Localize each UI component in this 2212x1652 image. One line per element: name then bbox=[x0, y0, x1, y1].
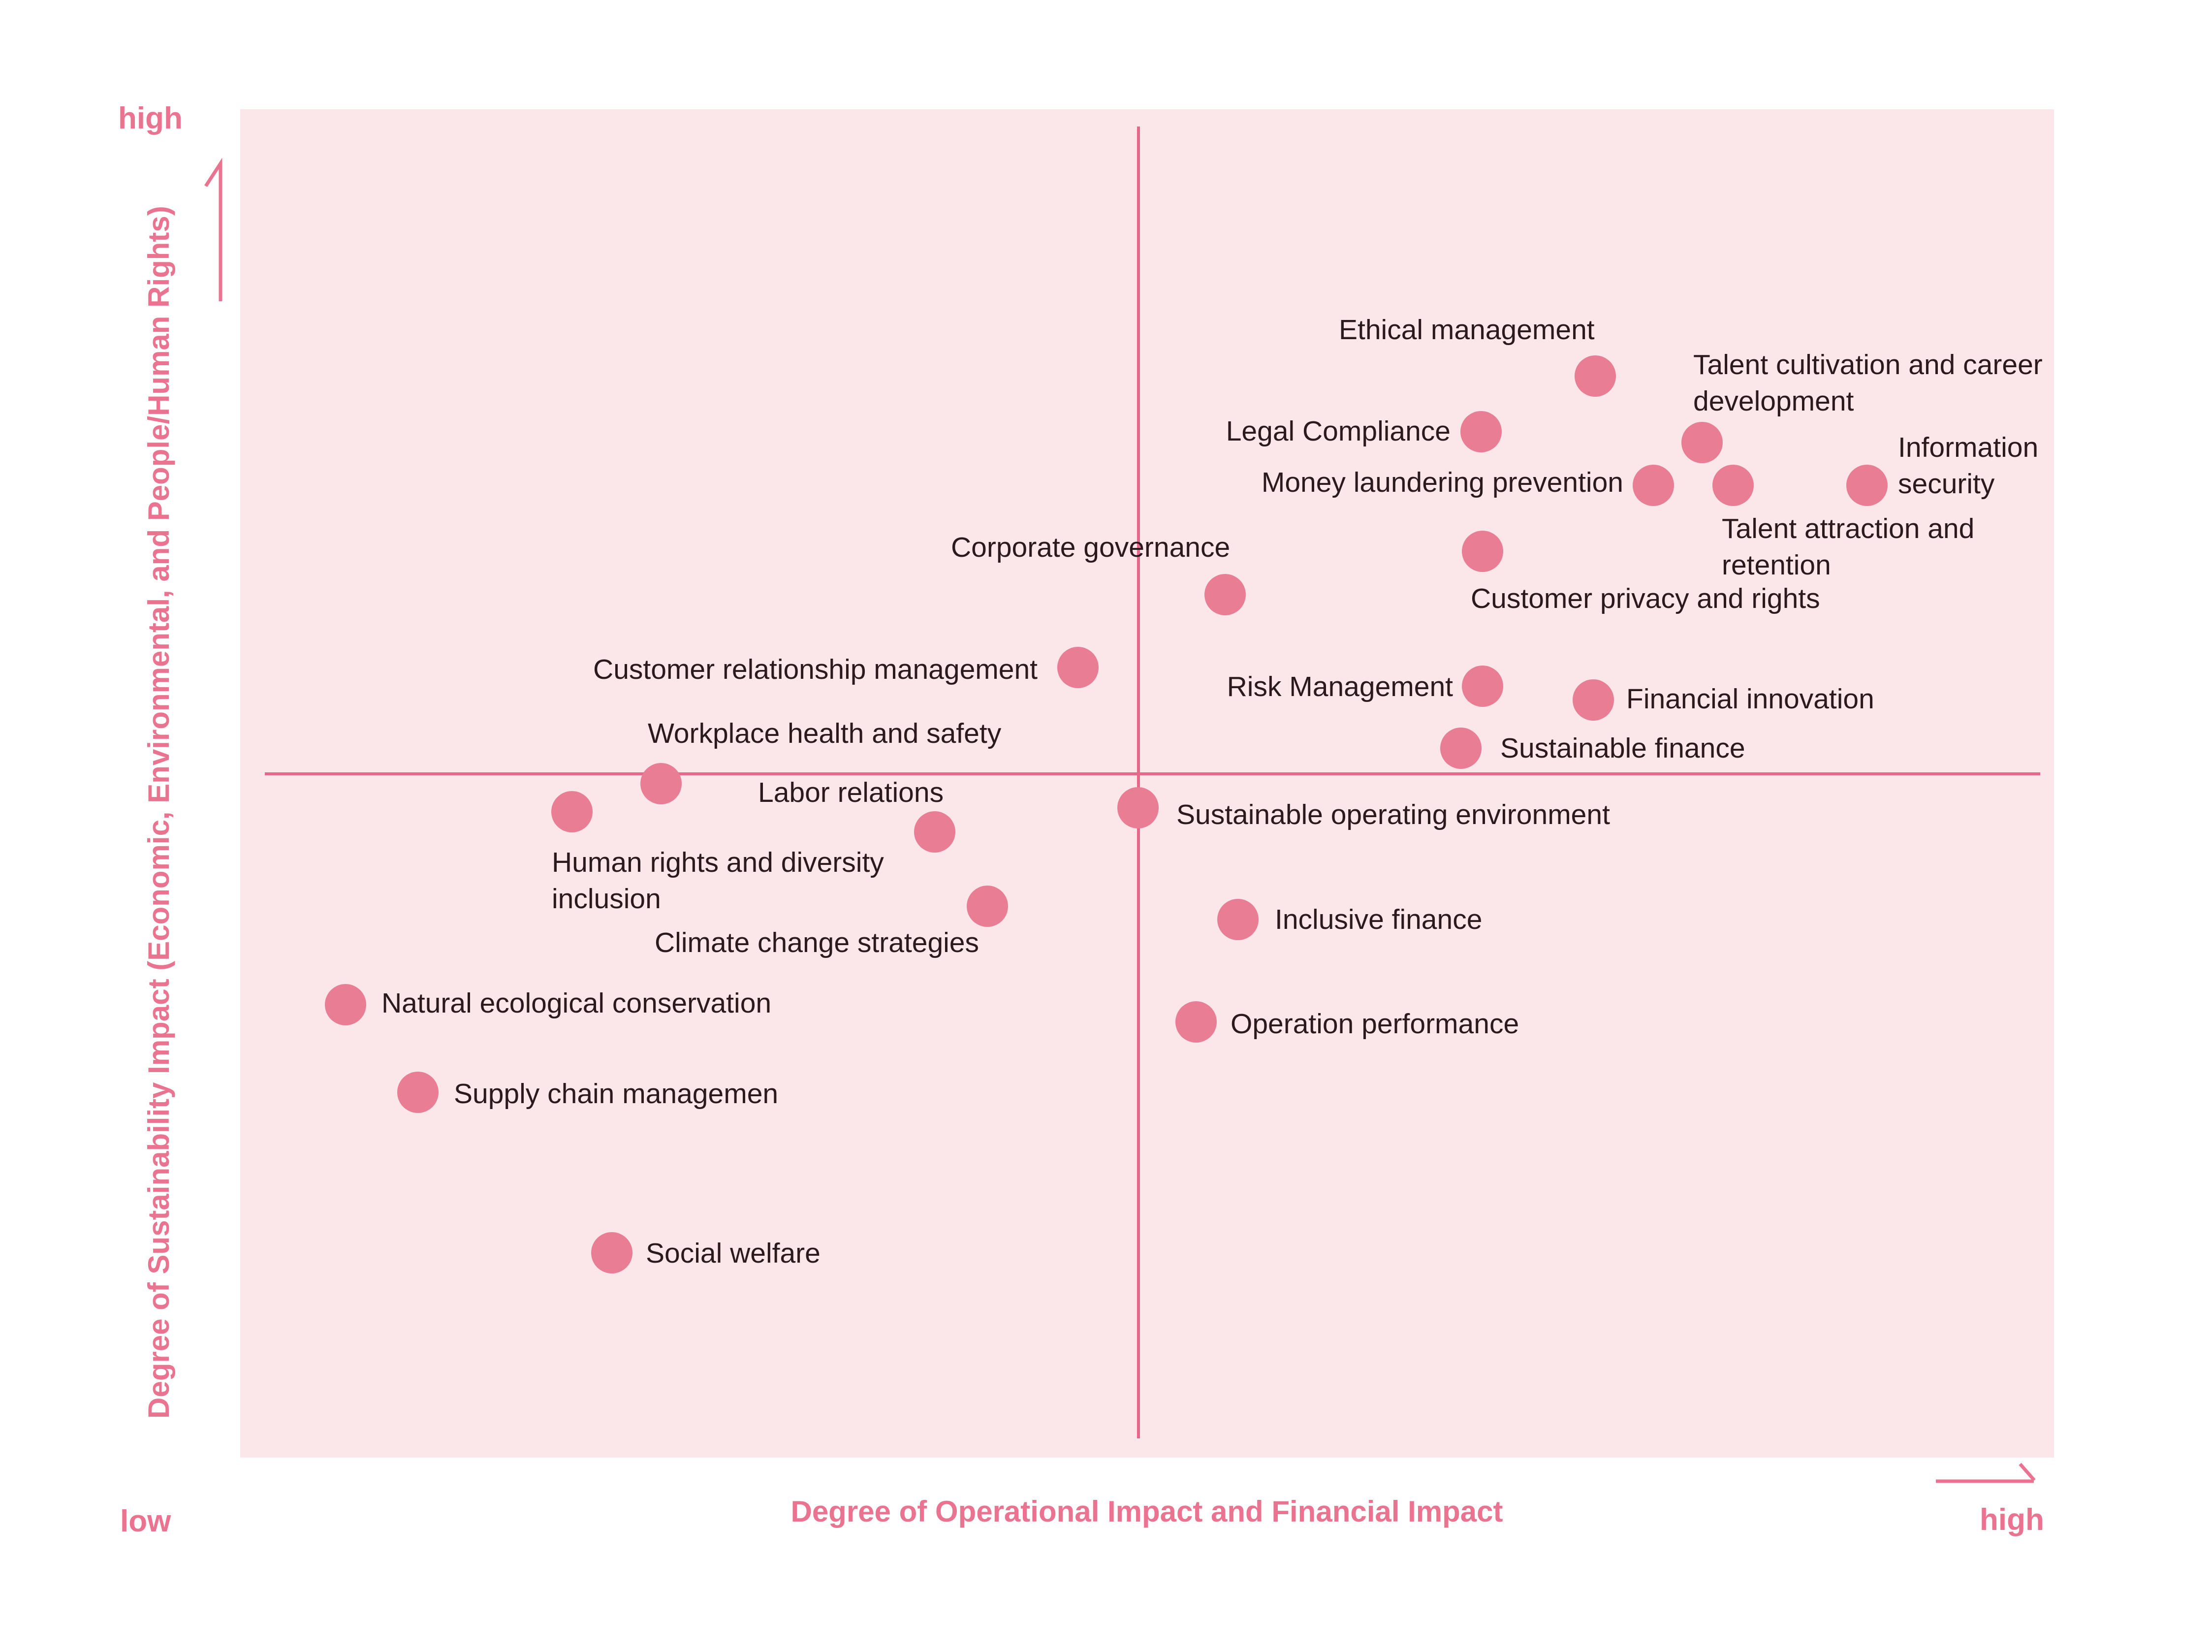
point-label: Social welfare bbox=[646, 1238, 821, 1269]
point-label: Legal Compliance bbox=[1226, 415, 1451, 447]
point-label: Ethical management bbox=[1339, 314, 1595, 346]
point-label: Customer privacy and rights bbox=[1471, 583, 1820, 614]
point-dot bbox=[1204, 574, 1246, 616]
axis-low-label: low bbox=[120, 1504, 171, 1538]
point-label: Customer relationship management bbox=[593, 654, 1038, 685]
point-label: Natural ecological conservation bbox=[381, 987, 772, 1019]
point-dot bbox=[1712, 465, 1754, 507]
point-dot bbox=[1462, 666, 1504, 707]
point-label: Financial innovation bbox=[1626, 683, 1874, 715]
point-dot bbox=[1175, 1001, 1217, 1043]
y-axis-high-label: high bbox=[118, 101, 183, 135]
x-axis-high-label: high bbox=[1980, 1503, 2044, 1537]
point-dot bbox=[640, 762, 682, 804]
point-label: Labor relations bbox=[758, 777, 944, 808]
point-dot bbox=[1117, 787, 1159, 828]
point-label: Supply chain managemen bbox=[454, 1078, 779, 1110]
point-dot bbox=[1057, 646, 1099, 688]
point-label: Climate change strategies bbox=[655, 927, 980, 958]
point-label: Sustainable operating environment bbox=[1176, 799, 1610, 830]
point-label: Sustainable finance bbox=[1500, 732, 1745, 764]
point-dot bbox=[1460, 411, 1502, 452]
point-label: Workplace health and safety bbox=[648, 718, 1002, 749]
point-label: Talent cultivation and career developmen… bbox=[1693, 349, 2043, 417]
point-label: Corporate governance bbox=[951, 532, 1231, 563]
point-dot bbox=[967, 885, 1009, 927]
y-axis-title: Degree of Sustainability Impact (Economi… bbox=[142, 206, 175, 1419]
point-dot bbox=[591, 1232, 633, 1273]
point-label: Human rights and diversity inclusion bbox=[552, 847, 884, 915]
point-dot bbox=[914, 811, 956, 853]
point-label: Risk Management bbox=[1227, 671, 1453, 702]
point-dot bbox=[397, 1071, 439, 1113]
point-label: Inclusive finance bbox=[1275, 904, 1483, 935]
point-dot bbox=[1574, 355, 1616, 397]
quadrant-divider-vertical bbox=[1137, 127, 1140, 1438]
point-dot bbox=[1462, 531, 1504, 572]
point-label: Operation performance bbox=[1231, 1008, 1519, 1040]
x-axis-title: Degree of Operational Impact and Financi… bbox=[790, 1495, 1503, 1528]
plot-area bbox=[240, 109, 2054, 1458]
point-label: Money laundering prevention bbox=[1261, 467, 1623, 498]
point-dot bbox=[1846, 465, 1888, 507]
point-label: Talent attraction and retention bbox=[1722, 513, 1975, 581]
point-dot bbox=[551, 791, 593, 833]
point-dot bbox=[1217, 899, 1259, 941]
point-dot bbox=[1573, 679, 1614, 721]
point-dot bbox=[324, 984, 366, 1025]
point-dot bbox=[1632, 465, 1674, 507]
point-dot bbox=[1681, 421, 1723, 463]
quadrant-divider-horizontal bbox=[265, 772, 2040, 775]
point-dot bbox=[1440, 728, 1482, 769]
point-label: Information security bbox=[1898, 432, 2039, 500]
